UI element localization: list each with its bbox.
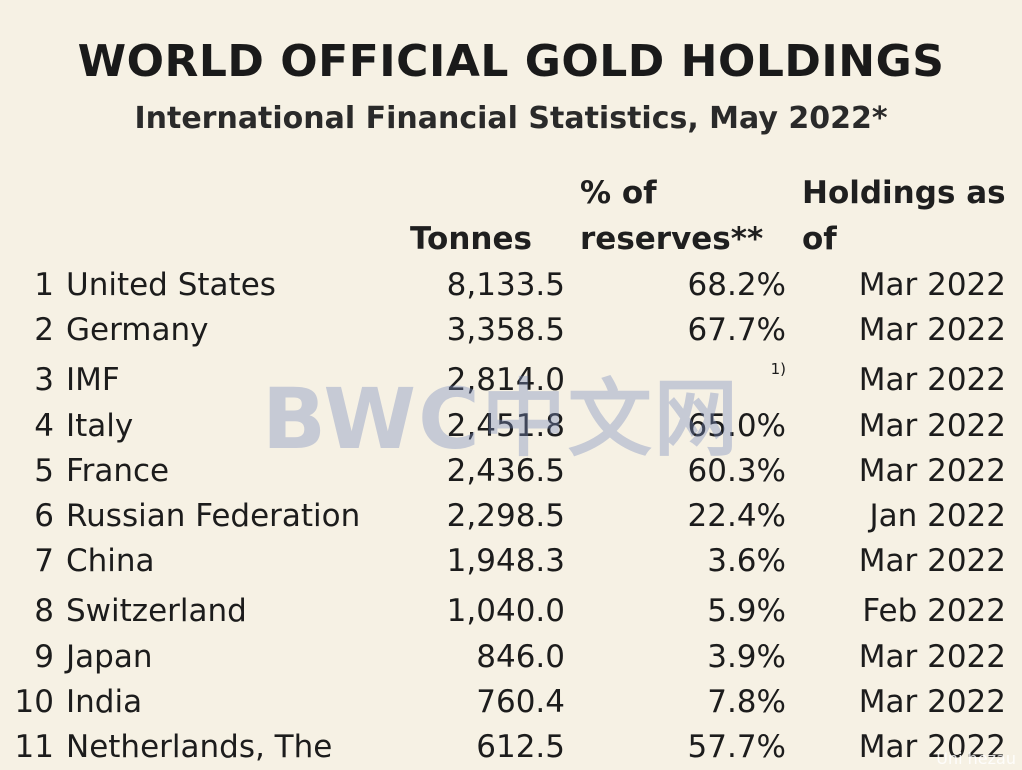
row-holdings-date: Mar 2022 [858,267,1006,303]
row-rank: 6 [34,498,54,534]
row-rank: 8 [34,593,54,629]
row-footnote-marker: 1) [770,360,786,378]
row-percent-value: 3.6% [707,543,786,579]
row-percent-reserves: 1) [771,357,786,408]
row-country: Netherlands, The [66,729,333,765]
row-country: IMF [66,362,120,398]
row-holdings-date: Jan 2022 [869,498,1006,534]
page-title: WORLD OFFICIAL GOLD HOLDINGS [77,36,945,87]
header-asof-line1: Holdings as [802,175,1006,211]
row-rank: 7 [34,543,54,579]
row-country: India [66,684,143,720]
row-tonnes: 760.4 [476,684,565,720]
row-tonnes: 2,814.0 [446,362,565,398]
row-holdings-date: Mar 2022 [858,453,1006,489]
row-holdings-date: Mar 2022 [858,639,1006,675]
row-holdings-date: Feb 2022 [862,593,1006,629]
header-percent-reserves: % of reserves** [580,170,763,262]
row-percent-reserves: 67.7% [688,307,786,353]
row-tonnes: 2,436.5 [446,453,565,489]
row-percent-value: 7.8% [707,684,786,720]
row-rank: 1 [34,267,54,303]
row-holdings-date: Mar 2022 [858,684,1006,720]
row-tonnes: 1,040.0 [446,593,565,629]
row-tonnes: 612.5 [476,729,565,765]
row-percent-value: 22.4% [687,498,786,534]
row-tonnes: 846.0 [476,639,565,675]
table-row: 10 India 760.4 7.8% Mar 2022 [0,679,1022,725]
row-percent-value: 57.7% [687,729,786,765]
row-rank: 5 [34,453,54,489]
header-pct-line2: reserves** [580,221,764,257]
row-percent-value: 68.2% [687,267,786,303]
header-pct-line1: % of [580,175,657,211]
row-percent-reserves: 65.0% [688,403,786,449]
row-country: Switzerland [66,593,247,629]
row-percent-value: 5.9% [707,593,786,629]
row-holdings-date: Mar 2022 [858,362,1006,398]
row-country: United States [66,267,276,303]
row-country: Italy [66,408,134,444]
row-percent-reserves: 60.3% [688,448,786,494]
row-percent-reserves: 5.9% [707,588,786,634]
row-country: Russian Federation [66,498,361,534]
row-tonnes: 3,358.5 [446,312,565,348]
table-row: 3 IMF 2,814.0 1) Mar 2022 [0,357,1022,403]
row-tonnes: 2,451.8 [446,408,565,444]
table-row: 4 Italy 2,451.8 65.0% Mar 2022 [0,403,1022,449]
table-row: 5 France 2,436.5 60.3% Mar 2022 [0,448,1022,494]
row-percent-reserves: 7.8% [707,679,786,725]
table-row: 2 Germany 3,358.5 67.7% Mar 2022 [0,307,1022,353]
header-tonnes: Tonnes [410,216,532,262]
row-rank: 3 [34,362,54,398]
row-country: France [66,453,170,489]
row-percent-reserves: 3.9% [707,634,786,680]
table-row: 7 China 1,948.3 3.6% Mar 2022 [0,538,1022,584]
header-tonnes-label: Tonnes [410,221,532,257]
row-tonnes: 1,948.3 [446,543,565,579]
row-holdings-date: Mar 2022 [858,312,1006,348]
table-row: 9 Japan 846.0 3.9% Mar 2022 [0,634,1022,680]
row-tonnes: 8,133.5 [446,267,565,303]
row-rank: 9 [34,639,54,675]
header-asof-line2: of [802,221,837,257]
row-holdings-date: Mar 2022 [858,408,1006,444]
row-percent-value: 3.9% [707,639,786,675]
row-country: Germany [66,312,209,348]
row-percent-reserves: 3.6% [707,538,786,584]
page-subtitle: International Financial Statistics, May … [134,101,888,136]
row-rank: 2 [34,312,54,348]
row-country: China [66,543,155,579]
row-percent-value: 65.0% [687,408,786,444]
row-tonnes: 2,298.5 [446,498,565,534]
row-holdings-date: Mar 2022 [858,729,1006,765]
table-row: 8 Switzerland 1,040.0 5.9% Feb 2022 [0,588,1022,634]
row-percent-reserves: 22.4% [688,493,786,539]
header-holdings-as-of: Holdings as of [802,170,1006,262]
row-country: Japan [66,639,153,675]
row-percent-reserves: 68.2% [688,262,786,308]
row-percent-value: 67.7% [687,312,786,348]
corner-mark: Uni hezau [936,749,1016,768]
table-row: 1 United States 8,133.5 68.2% Mar 2022 [0,262,1022,308]
table-row: 6 Russian Federation 2,298.5 22.4% Jan 2022 [0,493,1022,539]
row-percent-value: 60.3% [687,453,786,489]
row-holdings-date: Mar 2022 [858,543,1006,579]
row-rank: 4 [34,408,54,444]
row-percent-reserves: 57.7% [688,724,786,770]
table-row: 11 Netherlands, The 612.5 57.7% Mar 2022 [0,724,1022,770]
row-rank: 11 [14,729,54,765]
row-rank: 10 [14,684,54,720]
